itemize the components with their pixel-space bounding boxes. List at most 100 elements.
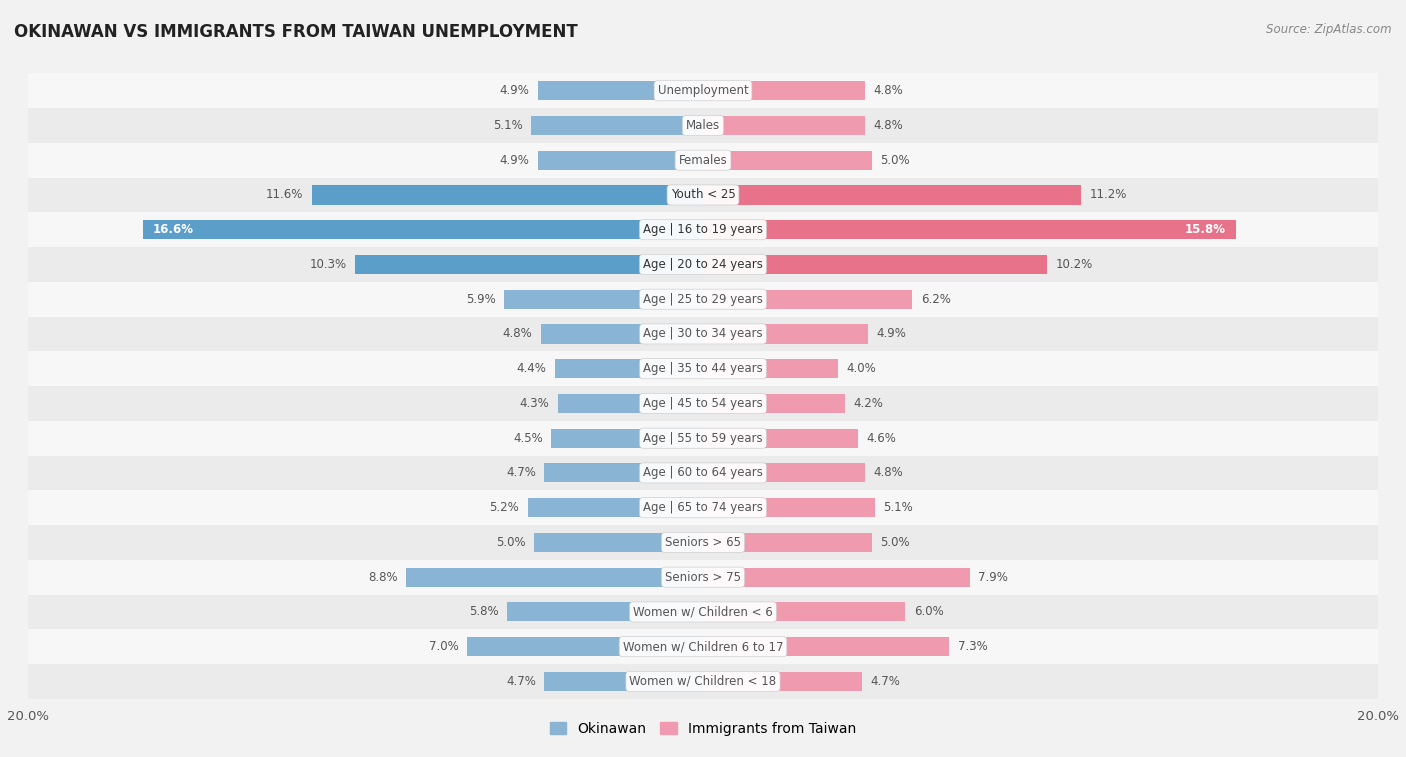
Bar <box>28 525 1378 560</box>
Bar <box>28 594 1378 629</box>
Bar <box>28 629 1378 664</box>
Text: 4.7%: 4.7% <box>870 675 900 688</box>
Bar <box>143 220 703 239</box>
Bar <box>537 151 703 170</box>
Text: 4.6%: 4.6% <box>866 431 897 444</box>
Bar <box>554 359 703 378</box>
Text: 5.0%: 5.0% <box>496 536 526 549</box>
Text: 4.7%: 4.7% <box>506 675 536 688</box>
Bar <box>28 73 1378 108</box>
Bar <box>28 560 1378 594</box>
Text: 15.8%: 15.8% <box>1185 223 1226 236</box>
Bar <box>544 672 703 691</box>
Text: 4.4%: 4.4% <box>516 362 546 375</box>
Text: Age | 65 to 74 years: Age | 65 to 74 years <box>643 501 763 514</box>
Text: 5.9%: 5.9% <box>465 293 495 306</box>
Text: 7.9%: 7.9% <box>979 571 1008 584</box>
Text: 8.8%: 8.8% <box>368 571 398 584</box>
Text: Age | 45 to 54 years: Age | 45 to 54 years <box>643 397 763 410</box>
Bar <box>531 116 703 135</box>
Bar <box>703 637 949 656</box>
Text: Age | 20 to 24 years: Age | 20 to 24 years <box>643 258 763 271</box>
Bar <box>28 421 1378 456</box>
Bar <box>28 212 1378 247</box>
Bar <box>467 637 703 656</box>
Bar <box>558 394 703 413</box>
Text: 4.2%: 4.2% <box>853 397 883 410</box>
Bar <box>703 603 905 621</box>
Bar <box>28 178 1378 212</box>
Bar <box>703 185 1081 204</box>
Text: Seniors > 75: Seniors > 75 <box>665 571 741 584</box>
Legend: Okinawan, Immigrants from Taiwan: Okinawan, Immigrants from Taiwan <box>544 716 862 742</box>
Bar <box>28 143 1378 178</box>
Bar <box>28 386 1378 421</box>
Bar <box>544 463 703 482</box>
Bar <box>703 568 970 587</box>
Bar <box>703 463 865 482</box>
Text: Age | 35 to 44 years: Age | 35 to 44 years <box>643 362 763 375</box>
Text: 4.3%: 4.3% <box>520 397 550 410</box>
Bar <box>703 290 912 309</box>
Bar <box>356 255 703 274</box>
Bar <box>534 533 703 552</box>
Bar <box>703 428 858 447</box>
Text: 6.2%: 6.2% <box>921 293 950 306</box>
Text: 4.5%: 4.5% <box>513 431 543 444</box>
Bar <box>703 498 875 517</box>
Bar <box>703 220 1236 239</box>
Text: 4.8%: 4.8% <box>873 466 903 479</box>
Text: 5.0%: 5.0% <box>880 536 910 549</box>
Text: 16.6%: 16.6% <box>153 223 194 236</box>
Text: 5.0%: 5.0% <box>880 154 910 167</box>
Bar <box>508 603 703 621</box>
Bar <box>28 491 1378 525</box>
Bar <box>527 498 703 517</box>
Bar <box>28 108 1378 143</box>
Text: 5.1%: 5.1% <box>492 119 523 132</box>
Text: Age | 55 to 59 years: Age | 55 to 59 years <box>643 431 763 444</box>
Bar <box>28 316 1378 351</box>
Text: 4.8%: 4.8% <box>503 328 533 341</box>
Text: Age | 30 to 34 years: Age | 30 to 34 years <box>643 328 763 341</box>
Text: 5.2%: 5.2% <box>489 501 519 514</box>
Text: OKINAWAN VS IMMIGRANTS FROM TAIWAN UNEMPLOYMENT: OKINAWAN VS IMMIGRANTS FROM TAIWAN UNEMP… <box>14 23 578 41</box>
Bar <box>703 533 872 552</box>
Text: 10.2%: 10.2% <box>1056 258 1092 271</box>
Text: 5.1%: 5.1% <box>883 501 914 514</box>
Bar <box>537 81 703 100</box>
Text: 4.0%: 4.0% <box>846 362 876 375</box>
Bar <box>703 116 865 135</box>
Bar <box>312 185 703 204</box>
Bar <box>703 81 865 100</box>
Text: Males: Males <box>686 119 720 132</box>
Text: Women w/ Children < 6: Women w/ Children < 6 <box>633 606 773 618</box>
Text: Source: ZipAtlas.com: Source: ZipAtlas.com <box>1267 23 1392 36</box>
Text: 4.9%: 4.9% <box>877 328 907 341</box>
Text: Youth < 25: Youth < 25 <box>671 188 735 201</box>
Text: 11.6%: 11.6% <box>266 188 304 201</box>
Bar <box>28 664 1378 699</box>
Text: Age | 25 to 29 years: Age | 25 to 29 years <box>643 293 763 306</box>
Bar <box>406 568 703 587</box>
Text: 4.8%: 4.8% <box>873 119 903 132</box>
Text: 10.3%: 10.3% <box>309 258 347 271</box>
Bar <box>503 290 703 309</box>
Text: Women w/ Children 6 to 17: Women w/ Children 6 to 17 <box>623 640 783 653</box>
Text: 4.9%: 4.9% <box>499 154 529 167</box>
Text: Women w/ Children < 18: Women w/ Children < 18 <box>630 675 776 688</box>
Text: Unemployment: Unemployment <box>658 84 748 97</box>
Text: 7.3%: 7.3% <box>957 640 987 653</box>
Bar <box>703 255 1047 274</box>
Text: 7.0%: 7.0% <box>429 640 458 653</box>
Text: 4.8%: 4.8% <box>873 84 903 97</box>
Text: 6.0%: 6.0% <box>914 606 943 618</box>
Text: Age | 16 to 19 years: Age | 16 to 19 years <box>643 223 763 236</box>
Bar <box>28 351 1378 386</box>
Text: 4.7%: 4.7% <box>506 466 536 479</box>
Bar <box>703 325 869 344</box>
Bar <box>28 282 1378 316</box>
Text: Females: Females <box>679 154 727 167</box>
Bar <box>703 394 845 413</box>
Bar <box>28 456 1378 491</box>
